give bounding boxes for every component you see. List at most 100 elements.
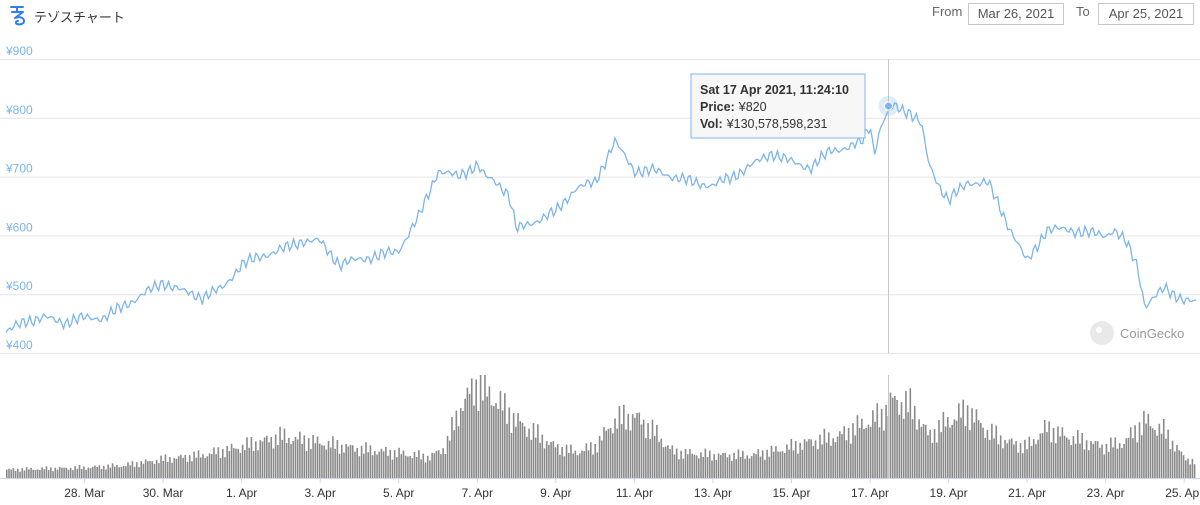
volume-bar	[1088, 450, 1090, 478]
volume-bar	[1125, 438, 1128, 478]
volume-bar	[504, 393, 506, 478]
volume-bar	[1050, 442, 1053, 478]
volume-bar	[682, 458, 685, 478]
y-tick-label: ¥900	[5, 44, 33, 58]
volume-bar	[279, 426, 281, 478]
volume-bar	[678, 459, 680, 478]
volume-bar	[852, 423, 854, 478]
volume-bar	[510, 432, 513, 478]
volume-bar	[885, 404, 887, 478]
volume-bar	[980, 423, 982, 478]
volume-bar	[272, 448, 275, 478]
volume-bar	[916, 429, 918, 478]
volume-bar	[777, 451, 779, 478]
volume-bar	[770, 445, 773, 478]
volume-bar	[647, 423, 649, 478]
volume-bar	[953, 419, 956, 478]
volume-bar	[783, 453, 786, 478]
volume-bar	[1037, 439, 1039, 478]
volume-bar	[969, 430, 971, 478]
y-tick-label: ¥800	[5, 103, 33, 117]
volume-bar	[213, 447, 215, 478]
volume-bar	[880, 408, 883, 478]
volume-bar	[219, 457, 222, 478]
from-date-input[interactable]: Mar 26, 2021	[968, 3, 1064, 25]
volume-bar	[407, 456, 409, 478]
from-label: From	[932, 4, 963, 19]
volume-bar	[620, 424, 623, 478]
volume-bar	[136, 462, 138, 478]
volume-bar	[393, 450, 396, 478]
volume-bar	[208, 453, 211, 478]
volume-bar	[750, 456, 753, 478]
volume-bar	[140, 461, 143, 478]
volume-bar	[199, 457, 202, 478]
volume-bar	[532, 423, 535, 478]
volume-bar	[385, 446, 387, 478]
volume-bar	[28, 469, 30, 478]
volume-bar	[614, 418, 616, 478]
volume-bar	[87, 467, 90, 478]
watermark-text: CoinGecko	[1120, 326, 1184, 341]
volume-bar	[1081, 433, 1084, 478]
volume-bar	[83, 466, 85, 478]
volume-bar	[314, 443, 317, 478]
volume-bar	[669, 449, 671, 478]
volume-bar	[541, 434, 544, 478]
volume-bars	[6, 375, 1196, 478]
volume-bar	[576, 455, 579, 478]
gecko-logo-icon	[1090, 321, 1114, 345]
volume-bar	[585, 443, 588, 478]
volume-bar	[1169, 449, 1172, 478]
volume-bar	[1191, 458, 1194, 478]
volume-bar	[495, 403, 497, 478]
volume-bar	[193, 451, 195, 478]
volume-bar	[120, 467, 123, 478]
volume-bar	[340, 444, 343, 478]
grid-lines	[0, 59, 1200, 479]
volume-bar	[790, 438, 793, 478]
volume-bar	[927, 435, 929, 478]
volume-bar	[552, 441, 555, 478]
volume-bar	[270, 437, 273, 478]
volume-bar	[944, 426, 947, 478]
volume-bar	[603, 427, 605, 478]
volume-bar	[929, 429, 931, 478]
volume-bar	[623, 404, 625, 478]
volume-bar	[913, 406, 916, 478]
volume-bar	[239, 452, 242, 478]
volume-bar	[195, 457, 198, 478]
volume-bar	[409, 456, 411, 478]
to-date-input[interactable]: Apr 25, 2021	[1098, 3, 1194, 25]
volume-bar	[733, 452, 735, 478]
volume-bar	[72, 470, 74, 478]
volume-bar	[711, 460, 713, 478]
volume-bar	[252, 450, 255, 478]
volume-bar	[413, 452, 416, 478]
volume-bar	[861, 418, 863, 478]
volume-bar	[1149, 426, 1152, 478]
volume-bar	[653, 435, 656, 478]
volume-bar	[402, 450, 405, 478]
volume-bar	[819, 434, 821, 478]
volume-bar	[21, 468, 24, 478]
volume-bar	[768, 456, 771, 478]
volume-bar	[958, 403, 960, 478]
volume-bar	[1160, 433, 1163, 478]
tooltip-box	[690, 73, 866, 139]
volume-bar	[232, 448, 235, 478]
volume-bar	[607, 428, 610, 478]
volume-bar	[398, 447, 400, 478]
volume-bar	[951, 424, 953, 478]
volume-bar	[896, 400, 898, 478]
tooltip-price-row: Price: ¥820	[700, 100, 767, 114]
volume-bar	[1116, 448, 1119, 478]
volume-bar	[713, 454, 715, 478]
volume-bar	[515, 426, 517, 478]
volume-bar	[396, 457, 398, 478]
volume-bar	[1068, 439, 1070, 478]
volume-bar	[482, 400, 484, 478]
volume-bar	[1178, 450, 1180, 478]
volume-bar	[581, 450, 583, 478]
